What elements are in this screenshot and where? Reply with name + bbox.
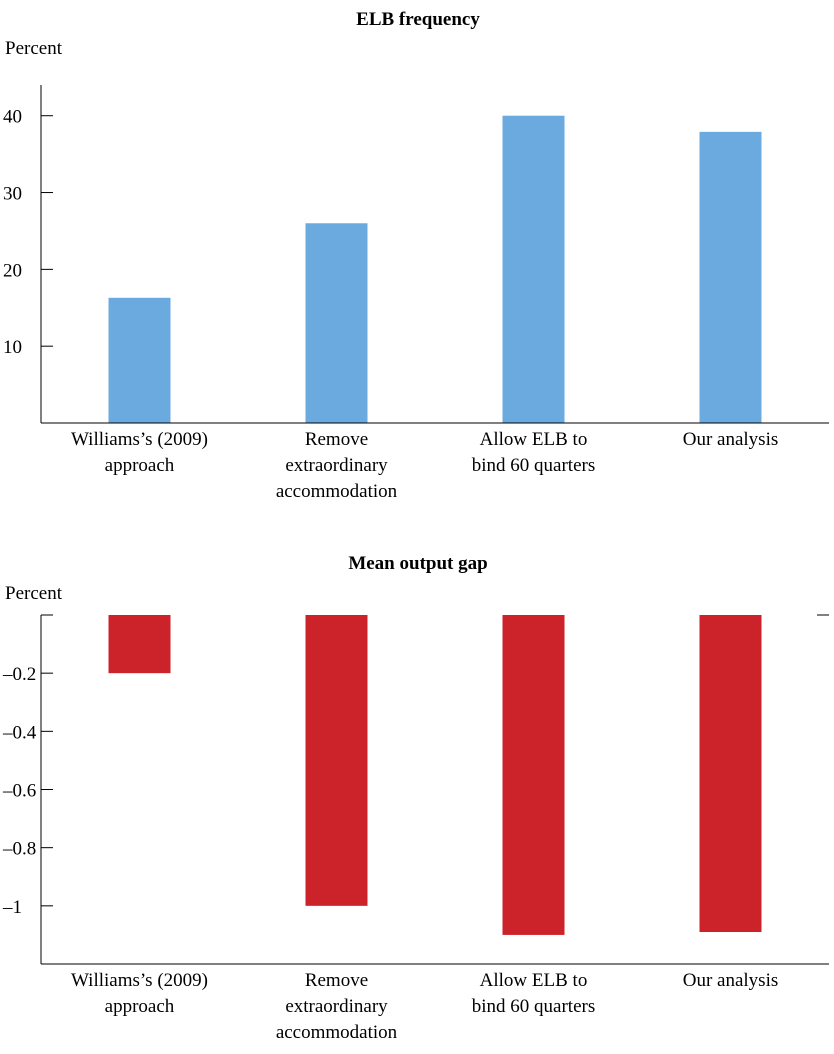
bar-remove-extraordinary-accommodation (305, 615, 368, 906)
x-category-label: bind 60 quarters (472, 996, 595, 1017)
chart-title: ELB frequency (356, 9, 480, 30)
x-category-label: Allow ELB to (480, 429, 588, 450)
x-category-label: Remove (305, 429, 368, 450)
x-category-label: Williams’s (2009) (71, 970, 208, 991)
y-tick-label: 20 (3, 260, 22, 281)
y-tick-label: 40 (3, 107, 22, 128)
x-category-label: Williams’s (2009) (71, 429, 208, 450)
y-axis-unit-label: Percent (5, 38, 63, 59)
x-category-label: approach (105, 455, 175, 476)
y-tick-label: –0.2 (2, 664, 36, 685)
y-tick-label: –0.6 (2, 781, 36, 802)
bar-allow-elb-to-bind-60-quarters (502, 615, 565, 935)
x-category-label: bind 60 quarters (472, 455, 595, 476)
bar-williams-2009-approach (108, 615, 171, 674)
y-tick-label: –1 (2, 897, 22, 918)
bar-williams-2009-approach (108, 297, 171, 423)
y-tick-label: 10 (3, 337, 22, 358)
x-category-label: Remove (305, 970, 368, 991)
bar-allow-elb-to-bind-60-quarters (502, 115, 565, 424)
bar-remove-extraordinary-accommodation (305, 223, 368, 423)
x-category-label: accommodation (276, 481, 398, 502)
elb-frequency-panel: ELB frequency Percent 10 20 30 40 Williams’s… (3, 9, 829, 502)
bar-our-analysis (699, 131, 762, 424)
x-category-label: Allow ELB to (480, 970, 588, 991)
x-category-label: extraordinary (285, 455, 388, 476)
y-tick-label: 30 (3, 184, 22, 205)
plot-area: –0.2 –0.4 –0.6 –0.8 –1 Williams’s (2009) appro… (2, 614, 829, 1043)
y-tick-label: –0.4 (2, 722, 37, 743)
x-category-label: accommodation (276, 1022, 398, 1043)
x-category-label: approach (105, 996, 175, 1017)
x-category-label: extraordinary (285, 996, 388, 1017)
y-axis-unit-label: Percent (5, 583, 63, 604)
chart-title: Mean output gap (348, 553, 487, 574)
y-tick-label: –0.8 (2, 839, 36, 860)
bar-our-analysis (699, 615, 762, 933)
plot-area: 10 20 30 40 Williams’s (2009) approach Remove e… (3, 85, 829, 502)
x-category-label: Our analysis (683, 970, 779, 991)
x-category-label: Our analysis (683, 429, 779, 450)
mean-output-gap-panel: Mean output gap Percent –0.2 –0.4 –0.6 –0.8… (2, 553, 829, 1043)
